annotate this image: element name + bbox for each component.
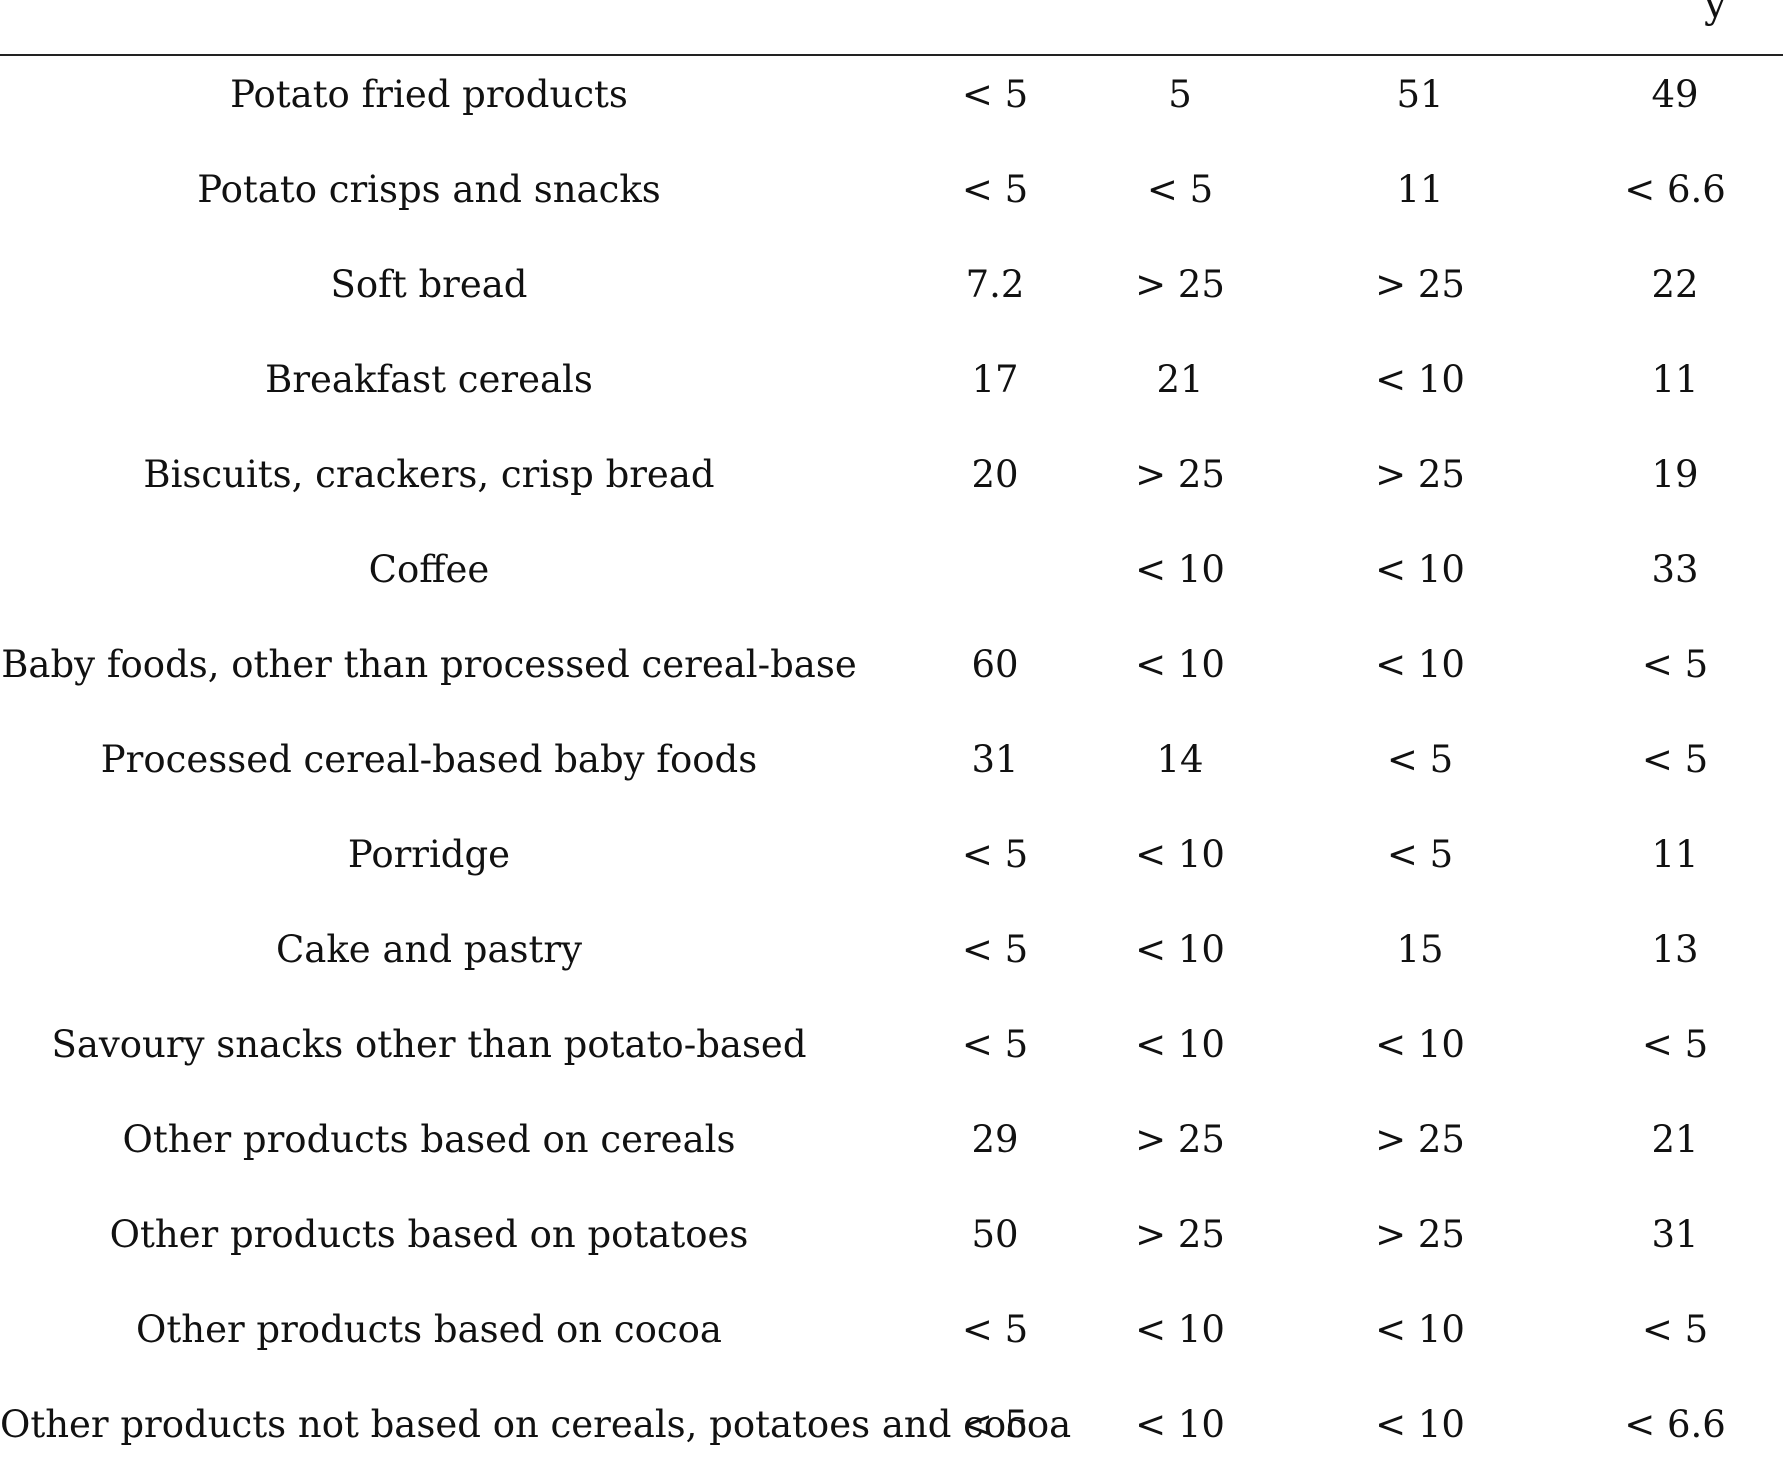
row-label: Coffee [368, 548, 490, 591]
value-col-1: < 5 [961, 1403, 1029, 1446]
value-col-3: < 10 [1375, 1403, 1465, 1446]
value-col-4: 13 [1651, 928, 1699, 971]
row-label: Other products based on potatoes [109, 1213, 749, 1256]
value-col-2: > 25 [1135, 453, 1225, 496]
value-col-3: < 10 [1375, 643, 1465, 686]
row-label: Other products based on cereals [122, 1118, 736, 1161]
header-text-fragment: y [1700, 0, 1760, 40]
value-col-1: < 5 [961, 1308, 1029, 1351]
value-col-2: 14 [1156, 738, 1204, 781]
row-label: Potato crisps and snacks [197, 168, 661, 211]
value-col-3: > 25 [1375, 1213, 1465, 1256]
value-col-3: < 5 [1386, 738, 1454, 781]
table-row: Porridge < 5 < 10 < 5 11 [0, 815, 1786, 910]
table-row: Potato fried products < 5 5 51 49 [0, 55, 1786, 150]
value-col-4: 21 [1651, 1118, 1699, 1161]
value-col-3: > 25 [1375, 453, 1465, 496]
value-col-4: 31 [1651, 1213, 1699, 1256]
row-label: Savoury snacks other than potato-based [51, 1023, 807, 1066]
row-label: Soft bread [330, 263, 528, 306]
value-col-4: < 5 [1641, 1308, 1709, 1351]
table-row: Savoury snacks other than potato-based <… [0, 1005, 1786, 1100]
value-col-3: 11 [1396, 168, 1444, 211]
value-col-2: 5 [1168, 73, 1192, 116]
value-col-3: 15 [1396, 928, 1444, 971]
data-table: Potato fried products < 5 5 51 49 Potato… [0, 55, 1786, 1470]
value-col-4: < 5 [1641, 643, 1709, 686]
value-col-2: < 10 [1135, 548, 1225, 591]
table-row: Other products based on potatoes 50 > 25… [0, 1195, 1786, 1290]
value-col-3: > 25 [1375, 1118, 1465, 1161]
table-row: Other products not based on cereals, pot… [0, 1385, 1786, 1470]
value-col-3: < 10 [1375, 1023, 1465, 1066]
value-col-4: 22 [1651, 263, 1699, 306]
value-col-4: < 6.6 [1624, 168, 1726, 211]
value-col-2: < 10 [1135, 833, 1225, 876]
value-col-3: < 10 [1375, 548, 1465, 591]
value-col-4: < 5 [1641, 738, 1709, 781]
row-label: Porridge [347, 833, 511, 876]
value-col-3: < 10 [1375, 1308, 1465, 1351]
value-col-2: > 25 [1135, 263, 1225, 306]
value-col-1: < 5 [961, 833, 1029, 876]
value-col-4: 19 [1651, 453, 1699, 496]
header-fragment-text: y [1704, 0, 1727, 27]
row-label: Other products based on cocoa [136, 1308, 722, 1351]
value-col-1: < 5 [961, 73, 1029, 116]
table-row: Cake and pastry < 5 < 10 15 13 [0, 910, 1786, 1005]
value-col-3: > 25 [1375, 263, 1465, 306]
table-row: Baby foods, other than processed cereal-… [0, 625, 1786, 720]
row-label: Processed cereal-based baby foods [100, 738, 758, 781]
value-col-3: 51 [1396, 73, 1444, 116]
table-row: Biscuits, crackers, crisp bread 20 > 25 … [0, 435, 1786, 530]
value-col-1: 50 [971, 1213, 1019, 1256]
value-col-1: 7.2 [965, 263, 1025, 306]
table-row: Soft bread 7.2 > 25 > 25 22 [0, 245, 1786, 340]
table-row: Coffee < 10 < 10 33 [0, 530, 1786, 625]
table-row: Other products based on cocoa < 5 < 10 <… [0, 1290, 1786, 1385]
row-label: Potato fried products [230, 73, 628, 116]
row-label: Other products not based on cereals, pot… [0, 1403, 1072, 1446]
value-col-2: < 10 [1135, 928, 1225, 971]
value-col-2: > 25 [1135, 1213, 1225, 1256]
value-col-1: 31 [971, 738, 1019, 781]
value-col-1: < 5 [961, 1023, 1029, 1066]
value-col-2: < 5 [1146, 168, 1214, 211]
value-col-3: < 5 [1386, 833, 1454, 876]
row-label: Biscuits, crackers, crisp bread [143, 453, 715, 496]
value-col-4: < 6.6 [1624, 1403, 1726, 1446]
table-row: Breakfast cereals 17 21 < 10 11 [0, 340, 1786, 435]
value-col-4: 11 [1651, 358, 1699, 401]
table-row: Other products based on cereals 29 > 25 … [0, 1100, 1786, 1195]
value-col-4: 11 [1651, 833, 1699, 876]
value-col-1: < 5 [961, 168, 1029, 211]
value-col-2: < 10 [1135, 1023, 1225, 1066]
value-col-2: > 25 [1135, 1118, 1225, 1161]
table-row: Potato crisps and snacks < 5 < 5 11 < 6.… [0, 150, 1786, 245]
value-col-4: < 5 [1641, 1023, 1709, 1066]
value-col-2: < 10 [1135, 1403, 1225, 1446]
value-col-2: < 10 [1135, 643, 1225, 686]
value-col-4: 33 [1651, 548, 1699, 591]
value-col-2: < 10 [1135, 1308, 1225, 1351]
value-col-1: 17 [971, 358, 1019, 401]
row-label: Baby foods, other than processed cereal-… [1, 643, 857, 686]
value-col-4: 49 [1651, 73, 1699, 116]
value-col-1 [940, 532, 1050, 607]
table-row: Processed cereal-based baby foods 31 14 … [0, 720, 1786, 815]
table-top-rule [0, 54, 1783, 56]
value-col-2: 21 [1156, 358, 1204, 401]
value-col-3: < 10 [1375, 358, 1465, 401]
value-col-1: < 5 [961, 928, 1029, 971]
value-col-1: 29 [971, 1118, 1019, 1161]
value-col-1: 60 [971, 643, 1019, 686]
row-label: Breakfast cereals [265, 358, 593, 401]
row-label: Cake and pastry [276, 928, 582, 971]
value-col-1: 20 [971, 453, 1019, 496]
